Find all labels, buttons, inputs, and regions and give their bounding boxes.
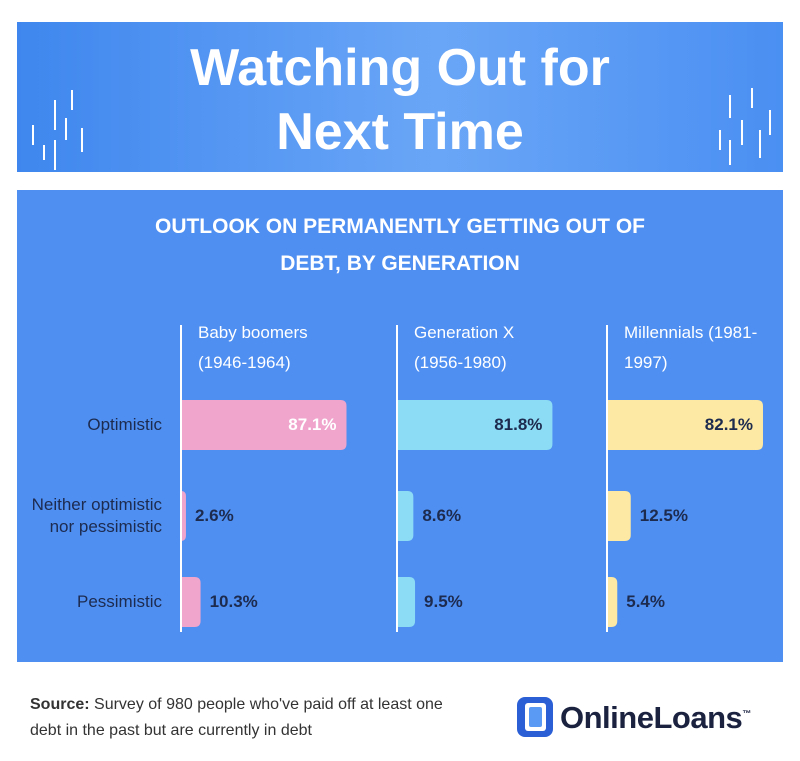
data-label: 2.6%	[194, 506, 234, 525]
bar	[397, 491, 414, 541]
data-label: 8.6%	[422, 506, 462, 525]
bar	[607, 491, 631, 541]
source-label: Source:	[30, 696, 90, 713]
subtitle: OUTLOOK ON PERMANENTLY GETTING OUT OF DE…	[154, 215, 645, 275]
legend-entry: Generation X (1956-1980)	[414, 323, 515, 372]
bar	[607, 400, 763, 450]
bar	[397, 400, 553, 450]
legend-entry: Millennials (1981-1997)	[624, 323, 758, 372]
title: Watching Out for Next Time	[190, 39, 610, 161]
header-decoration	[32, 88, 771, 170]
data-label: 10.3%	[209, 592, 258, 611]
bar	[397, 577, 416, 627]
bar	[607, 577, 618, 627]
row-label: Optimistic	[87, 415, 162, 434]
source: Source: Survey of 980 people who've paid…	[30, 692, 450, 744]
data-label: 87.1%	[288, 415, 337, 434]
bar	[181, 400, 347, 450]
data-label: 81.8%	[494, 415, 543, 434]
source-text: Survey of 980 people who've paid off at …	[30, 696, 443, 739]
row-label: Pessimistic	[76, 592, 162, 611]
data-label: 5.4%	[626, 592, 665, 611]
bar	[181, 577, 201, 627]
data-label: 12.5%	[639, 506, 688, 525]
brand: OnlineLoans™	[560, 700, 751, 736]
brand-mark: ™	[742, 708, 751, 719]
data-label: 82.1%	[704, 415, 753, 434]
data-label: 9.5%	[424, 592, 463, 611]
legend-entry: Baby boomers (1946-1964)	[198, 323, 308, 372]
brand-name: OnlineLoans	[560, 700, 743, 735]
header-panel	[17, 22, 783, 172]
row-label: Neither optimistic nor pessimistic	[31, 495, 162, 536]
bar	[181, 491, 186, 541]
logo-icon	[517, 697, 553, 737]
